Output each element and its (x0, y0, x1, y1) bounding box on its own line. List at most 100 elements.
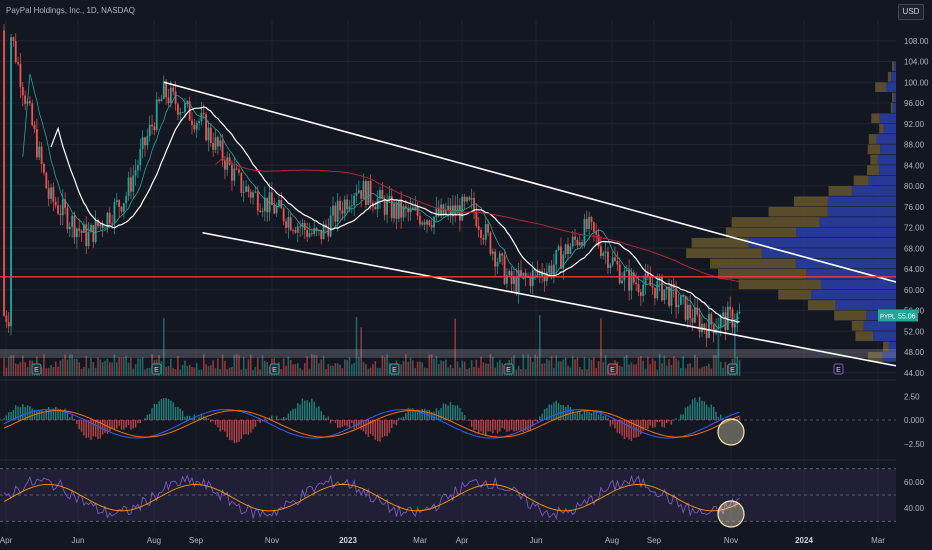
profile-bar-sell (868, 134, 877, 144)
drawings[interactable] (0, 81, 906, 369)
volume-bar (719, 361, 722, 376)
volume-bar (332, 365, 334, 376)
volume-bar (184, 360, 186, 376)
candle-body (167, 97, 170, 104)
volume-bar (94, 367, 97, 376)
macd-histogram-bar (557, 403, 560, 420)
time-tick-label: 2024 (795, 536, 813, 545)
candle-body (668, 286, 670, 306)
macd-histogram-bar (529, 420, 532, 430)
candle-body (45, 172, 48, 189)
candle-body (106, 212, 109, 228)
time-tick-label: Aug (147, 536, 161, 545)
volume-band (0, 349, 896, 358)
macd-histogram-bar (503, 420, 506, 430)
macd-histogram-bar (506, 420, 508, 432)
volume-bar (724, 361, 727, 376)
macd-histogram-bar (586, 410, 588, 420)
volume-bar (459, 367, 461, 376)
macd-histogram-bar (151, 408, 153, 420)
candle-body (186, 101, 189, 104)
macd-histogram-bar (59, 408, 62, 420)
price-axis[interactable]: 44.0048.0052.0056.0060.0064.0068.0072.00… (878, 0, 932, 550)
candle-body (341, 210, 344, 214)
price-tick-label: 64.00 (904, 265, 925, 274)
candle-body (162, 81, 165, 99)
volume-bar (649, 364, 652, 376)
volume-bar (45, 368, 48, 376)
candle-body (256, 191, 259, 211)
volume-bar (484, 363, 487, 376)
candle-body (459, 205, 461, 221)
macd-histogram-bar (43, 413, 45, 420)
macd-histogram-bar (445, 403, 447, 420)
macd-histogram-bar (360, 420, 362, 430)
candle-body (353, 195, 356, 206)
macd-histogram-bar (92, 420, 94, 437)
macd-histogram-bar (40, 409, 43, 420)
candle-body (125, 196, 128, 204)
macd-histogram-bar (337, 420, 339, 428)
candle-body (231, 164, 233, 181)
profile-bar-buy (877, 154, 896, 165)
volume-bar (687, 364, 689, 376)
macd-histogram-bar (87, 420, 90, 438)
price-tick-label: 68.00 (904, 244, 925, 253)
volume-bar (214, 368, 217, 376)
volume-bar (17, 364, 19, 376)
macd-histogram-bar (217, 420, 219, 428)
macd-histogram-bar (139, 420, 141, 424)
candle-body (54, 201, 57, 206)
candle-body (503, 255, 506, 284)
candle-body (59, 213, 62, 216)
candle-body (193, 124, 196, 130)
candle-body (122, 203, 125, 212)
macd-histogram-bar (541, 413, 543, 420)
volume-bar (442, 361, 445, 376)
volume-bar (217, 358, 219, 376)
volume-bar (635, 364, 637, 376)
candle-body (94, 220, 97, 242)
macd-histogram-bar (243, 420, 245, 435)
candle-body (590, 217, 593, 223)
candle-body (470, 197, 473, 200)
volume-bar (202, 354, 205, 376)
macd-histogram-bar (355, 420, 358, 429)
macd-histogram-bar (581, 414, 583, 420)
volume-bar (696, 357, 699, 376)
volume-bar (170, 358, 172, 376)
macd-histogram-bar (372, 420, 374, 436)
price-tick-label: 88.00 (904, 141, 925, 150)
volume-bar (708, 363, 710, 376)
macd-histogram-bar (264, 418, 266, 420)
time-axis[interactable]: Apr Jun Aug Sep Nov 2023 Mar Apr Jun Aug Sep Nov 202… (0, 530, 932, 550)
macd-histogram-bar (722, 419, 724, 420)
volume-bar (165, 366, 167, 376)
volume-bar (92, 362, 95, 376)
currency-button[interactable]: USD (898, 4, 924, 20)
macd-histogram-bar (344, 420, 346, 426)
macd-histogram-bar (647, 420, 649, 429)
macd-histogram-bar (290, 410, 292, 420)
volume-bar (543, 363, 546, 376)
candle-body (38, 146, 41, 158)
macd-histogram-bar (130, 420, 132, 430)
earnings-marker-label: E (506, 367, 511, 374)
candle-body (553, 264, 555, 275)
volume-bar (682, 356, 684, 376)
rsi-tick-label: 40.00 (904, 504, 925, 513)
volume-bar (400, 364, 402, 376)
volume-bar (670, 365, 673, 376)
candle-body (719, 316, 722, 328)
volume-bar (195, 363, 198, 376)
macd-histogram-bar (675, 418, 677, 420)
macd-histogram-bar (156, 404, 158, 420)
volume-bar (125, 355, 127, 376)
volume-bar (487, 363, 489, 376)
volume-bar (247, 359, 250, 376)
volume-bar (466, 369, 468, 376)
candle-body (548, 265, 551, 273)
profile-bar-sell (686, 248, 762, 259)
volume-bar (604, 355, 607, 376)
